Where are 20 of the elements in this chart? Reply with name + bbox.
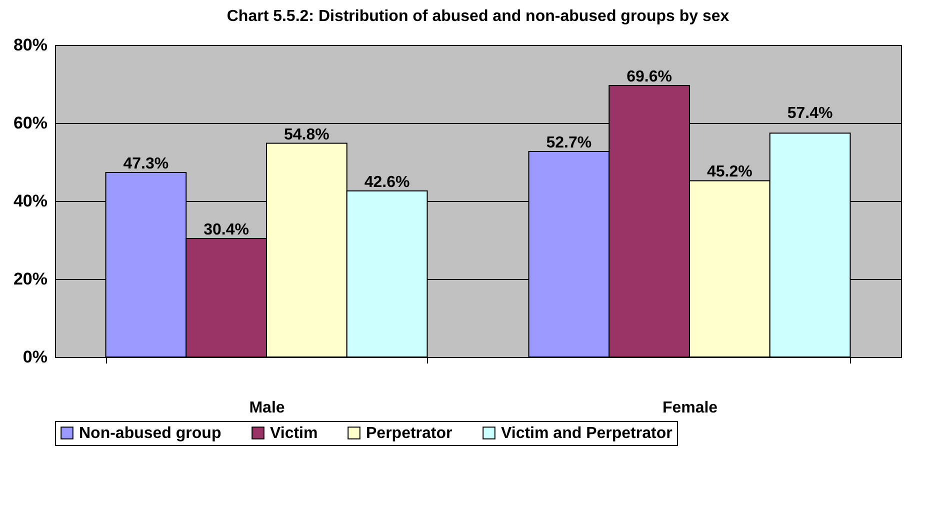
- data-label: 52.7%: [546, 134, 592, 152]
- x-tick-label: Female: [662, 400, 718, 416]
- chart-title: Chart 5.5.2: Distribution of abused and non-abused groups by sex: [226, 8, 730, 25]
- y-tick-label: 20%: [13, 270, 48, 288]
- legend-label: Perpetrator: [366, 425, 452, 442]
- legend-label: Non-abused group: [79, 425, 222, 442]
- data-label: 47.3%: [123, 156, 169, 173]
- legend-label: Victim: [270, 425, 318, 442]
- y-tick-label: 80%: [13, 36, 48, 54]
- data-label: 69.6%: [626, 68, 672, 86]
- data-label: 42.6%: [364, 174, 410, 191]
- data-label: 57.4%: [787, 105, 833, 122]
- data-label: 30.4%: [204, 221, 250, 238]
- y-tick-label: 40%: [13, 192, 48, 210]
- y-tick-label: 0%: [22, 348, 48, 366]
- data-label: 45.2%: [706, 164, 752, 181]
- x-tick-label: Male: [249, 400, 285, 416]
- y-tick-label: 60%: [13, 114, 48, 132]
- legend-label: Victim and Perpetrator: [501, 425, 672, 442]
- data-label: 54.8%: [284, 126, 330, 144]
